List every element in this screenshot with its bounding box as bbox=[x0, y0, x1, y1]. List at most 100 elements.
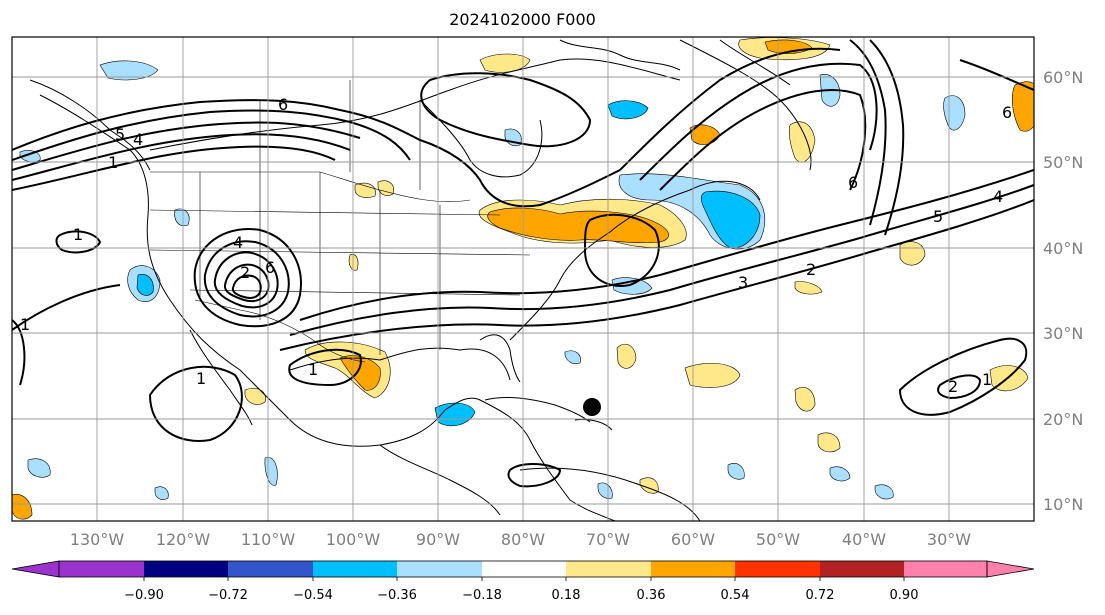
map-title: 2024102000 F000 bbox=[449, 10, 596, 29]
central-america bbox=[379, 444, 501, 516]
anomaly-west-1 bbox=[348, 254, 359, 271]
cuba bbox=[484, 397, 591, 423]
contour-label: 6 bbox=[1002, 103, 1012, 122]
arctic-islands bbox=[559, 39, 681, 71]
hudson-bay bbox=[419, 99, 543, 178]
contour-label: 1 bbox=[196, 369, 206, 388]
contour-ridge-2 bbox=[619, 47, 841, 171]
state-lines-7 bbox=[149, 249, 531, 256]
colorbar: −0.90 −0.72 −0.54 −0.36 −0.18 0.18 0.36 … bbox=[11, 560, 1035, 603]
contour-label: 6 bbox=[265, 258, 275, 277]
colorbar-tick-label: −0.90 bbox=[124, 588, 164, 603]
contour-jet-5 bbox=[12, 145, 336, 191]
colorbar-tick-label: 0.90 bbox=[890, 588, 919, 603]
us-canada-border bbox=[150, 171, 471, 202]
contour-label: 4 bbox=[993, 187, 1003, 206]
contour-label: 1 bbox=[108, 153, 118, 172]
contour-label: 6 bbox=[848, 173, 858, 192]
map-area: 6 5 4 3 2 1 2 1 1 1 5 6 4 6 1 2 1 4 6 bbox=[12, 37, 1034, 521]
lon-label-130w: 130°W bbox=[70, 530, 125, 549]
contour-west-edge bbox=[12, 319, 26, 386]
colorbar-tick-label: −0.54 bbox=[293, 588, 333, 603]
canada-north bbox=[149, 58, 681, 151]
lon-label-30w: 30°W bbox=[927, 530, 971, 549]
colorbar-tick-label: −0.18 bbox=[462, 588, 502, 603]
anomaly-gulf-core bbox=[339, 355, 381, 391]
lon-label-120w: 120°W bbox=[156, 530, 211, 549]
anomaly-caribbean bbox=[434, 402, 476, 427]
lon-label-70w: 70°W bbox=[586, 530, 630, 549]
anomaly-atlantic-3 bbox=[616, 343, 637, 369]
contour-label: 5 bbox=[933, 207, 943, 226]
contour-low-2 bbox=[203, 240, 290, 318]
colorbar-bin bbox=[228, 561, 313, 577]
anomaly-mid-atlantic-east bbox=[788, 121, 816, 163]
contour-atl-2 bbox=[937, 374, 982, 400]
colorbar-bin bbox=[144, 561, 228, 577]
colorbar-bin bbox=[735, 561, 820, 577]
colorbar-tick-label: 0.18 bbox=[552, 588, 581, 603]
hispaniola bbox=[574, 419, 613, 431]
contour-low-outer bbox=[193, 228, 302, 328]
anomaly-pacific-nw bbox=[99, 60, 159, 81]
contour-labels: 6 5 4 3 2 1 2 1 1 1 5 6 4 6 1 2 1 4 6 bbox=[20, 95, 1012, 396]
contour-subtropic-4 bbox=[279, 199, 1034, 351]
contour-label: 5 bbox=[115, 125, 125, 144]
anomaly-west-6 bbox=[244, 388, 266, 405]
colorbar-bin bbox=[904, 561, 987, 577]
storm-center-dot bbox=[583, 398, 601, 416]
anomaly-bahamas bbox=[564, 350, 581, 365]
strong-anomaly-northeast bbox=[487, 207, 669, 244]
contour-ridge-4 bbox=[659, 89, 867, 191]
anomaly-atlantic-4 bbox=[794, 386, 816, 412]
colorbar-bin bbox=[59, 561, 144, 577]
anomaly-west-9 bbox=[597, 482, 613, 499]
anomaly-labrador bbox=[607, 100, 649, 120]
anomaly-far-east bbox=[1011, 81, 1034, 132]
lon-label-80w: 80°W bbox=[501, 530, 545, 549]
baja bbox=[189, 329, 253, 426]
contour-carib-loop bbox=[507, 463, 562, 488]
anomaly-atlantic-1 bbox=[611, 277, 653, 295]
lon-label-40w: 40°W bbox=[842, 530, 886, 549]
lat-label-50n: 50°N bbox=[1043, 153, 1083, 172]
colorbar-bin bbox=[482, 561, 566, 577]
anomaly-great-lakes-2 bbox=[377, 180, 394, 196]
colorbar-tick-label: 0.36 bbox=[637, 588, 666, 603]
colorbar-over-arrow bbox=[986, 560, 1035, 578]
colorbar-bin bbox=[397, 561, 482, 577]
lat-label-20n: 20°N bbox=[1043, 410, 1083, 429]
contour-east-loop bbox=[583, 213, 660, 287]
anomaly-atlantic-8 bbox=[829, 466, 851, 482]
anomaly-south-atl bbox=[794, 281, 823, 295]
colorbar-ticks bbox=[143, 577, 905, 581]
contour-jet-1 bbox=[12, 99, 421, 151]
greenland bbox=[679, 39, 812, 171]
anomaly-atlantic-9 bbox=[727, 463, 745, 480]
contour-gulf-loop bbox=[288, 348, 362, 387]
contour-lines bbox=[12, 39, 1034, 488]
contour-far-ne bbox=[959, 59, 1034, 91]
colorbar-bin bbox=[313, 561, 397, 577]
lon-label-100w: 100°W bbox=[326, 530, 381, 549]
latitude-labels: 60°N 50°N 40°N 30°N 20°N 10°N bbox=[1043, 68, 1083, 514]
anomaly-west-3 bbox=[264, 457, 278, 486]
anomaly-west-2 bbox=[174, 208, 190, 227]
lat-label-40n: 40°N bbox=[1043, 239, 1083, 258]
coastlines bbox=[29, 39, 812, 521]
colorbar-tick-label: 0.72 bbox=[806, 588, 835, 603]
colorbar-frame bbox=[58, 560, 988, 578]
anomaly-atlantic-7 bbox=[817, 432, 841, 453]
lon-label-50w: 50°W bbox=[756, 530, 800, 549]
contour-label: 2 bbox=[240, 263, 250, 282]
anomaly-ne-blue bbox=[943, 95, 966, 131]
state-lines-6 bbox=[149, 209, 501, 216]
east-coast bbox=[509, 180, 761, 341]
contour-jet-3 bbox=[12, 121, 361, 171]
contour-label: 4 bbox=[233, 233, 243, 252]
lon-label-90w: 90°W bbox=[416, 530, 460, 549]
lon-label-60w: 60°W bbox=[671, 530, 715, 549]
contour-label: 2 bbox=[948, 377, 958, 396]
lon-label-110w: 110°W bbox=[241, 530, 296, 549]
